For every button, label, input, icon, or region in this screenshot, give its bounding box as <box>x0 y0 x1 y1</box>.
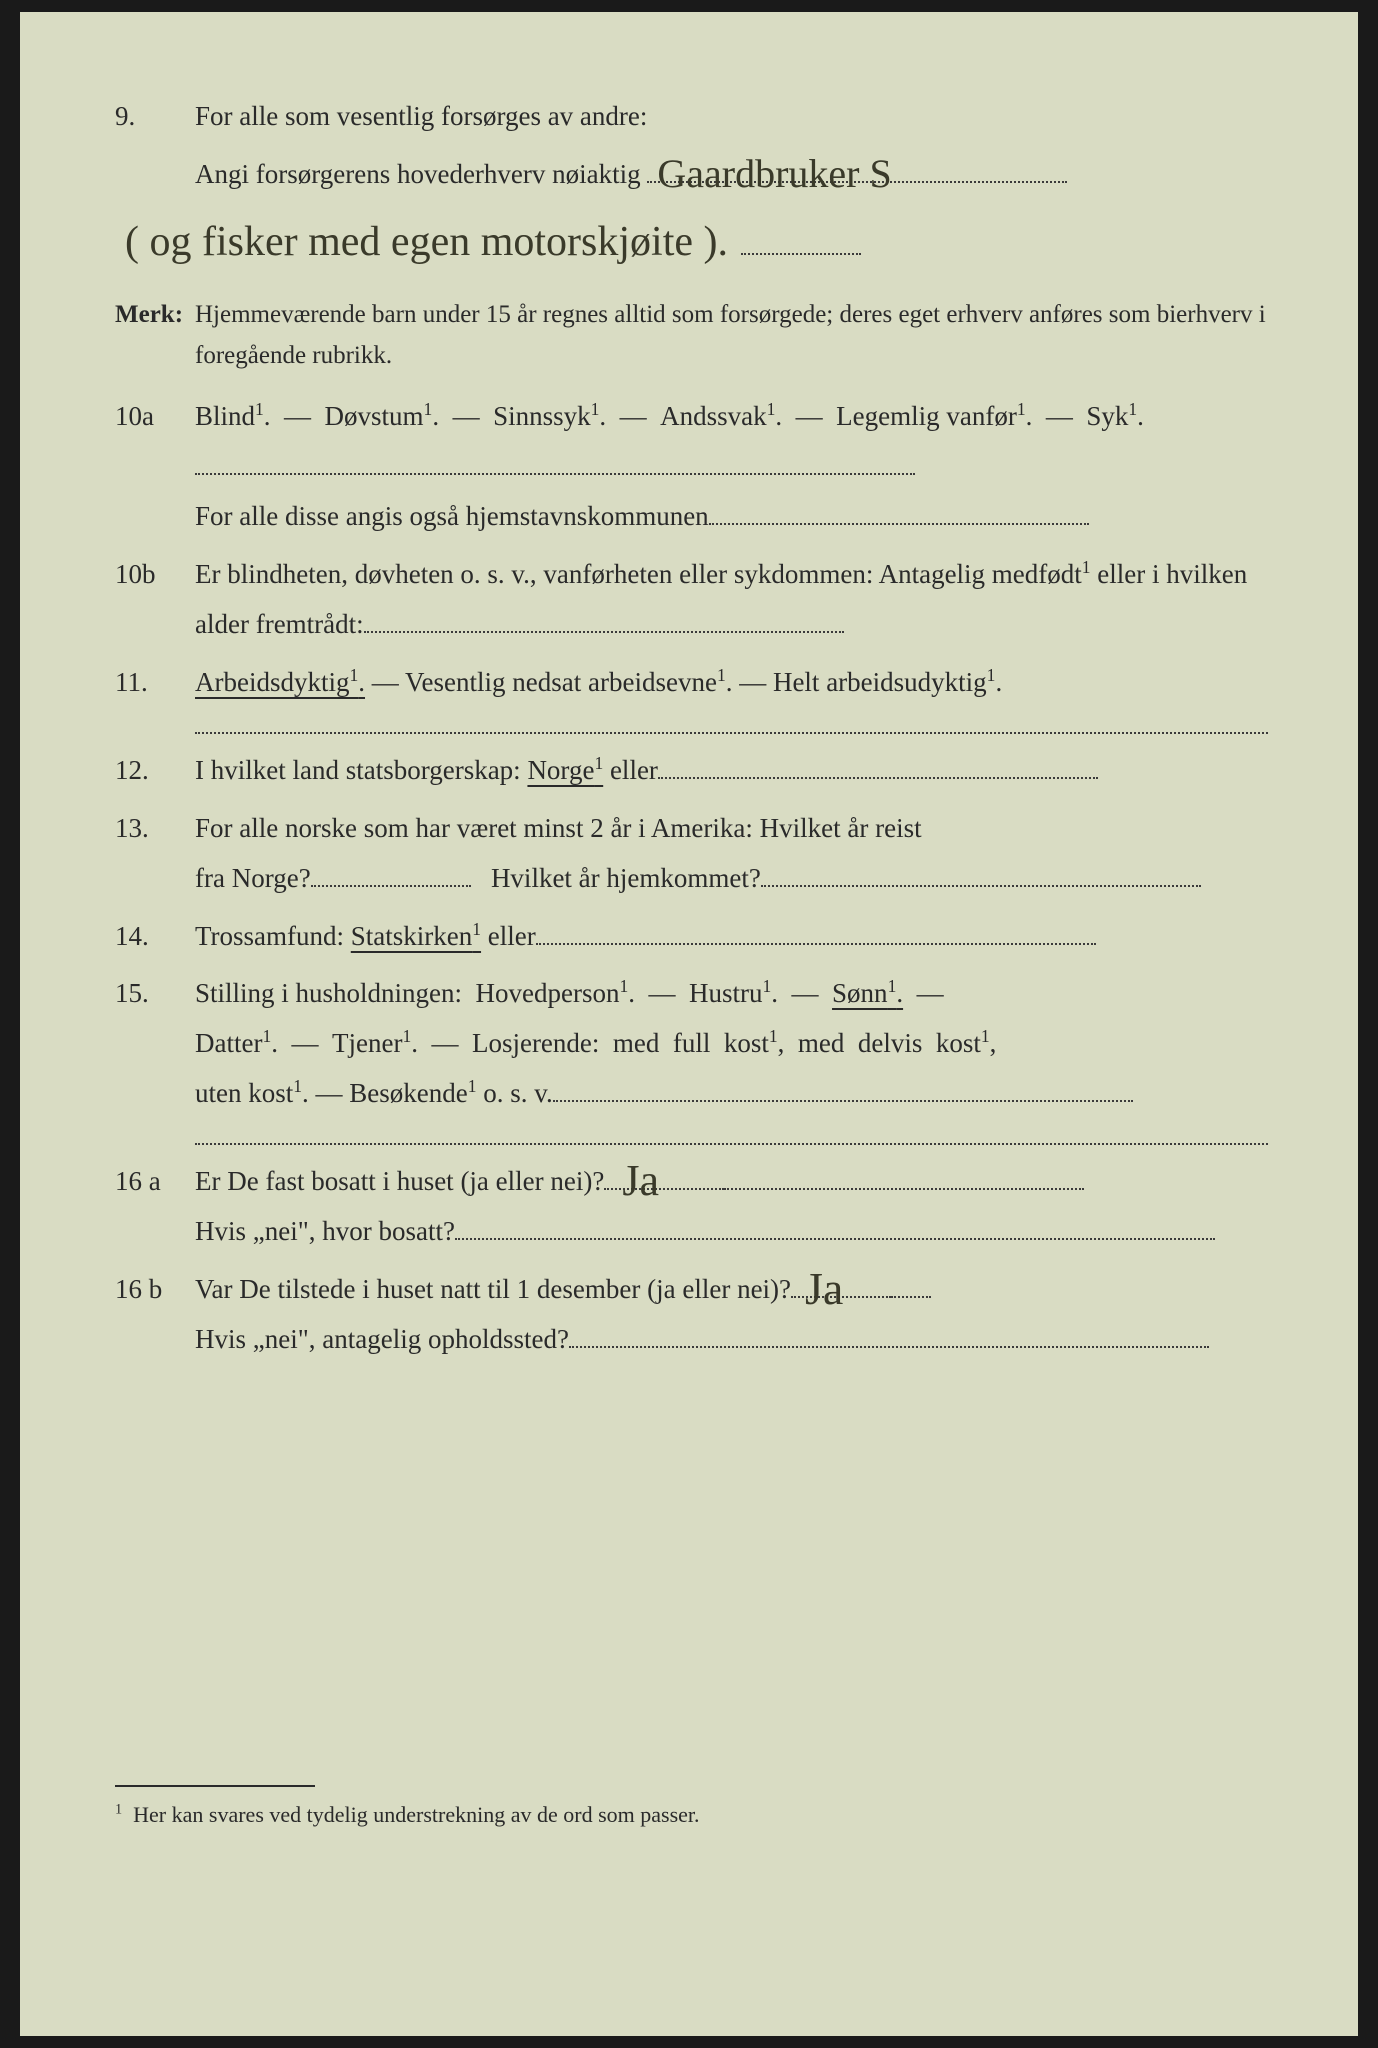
merk-label: Merk: <box>115 292 195 338</box>
q12-body: I hvilket land statsborgerskap: Norge1 e… <box>195 746 1268 796</box>
merk-text: Hjemmeværende barn under 15 år regnes al… <box>195 294 1268 377</box>
q14-body: Trossamfund: Statskirken1 eller <box>195 912 1268 962</box>
q16b-line2: Hvis „nei", antagelig opholdssted? <box>195 1324 569 1354</box>
q11-number: 11. <box>115 658 195 708</box>
q9-row3: ( og fisker med egen motorskjøite ). <box>115 204 1268 282</box>
q11-rest: — Vesentlig nedsat arbeidsevne1. — Helt … <box>372 667 1002 697</box>
divider-line-2 <box>195 1143 1268 1145</box>
q10a-options: Blind1. — Døvstum1. — Sinnssyk1. — Andss… <box>195 401 1144 431</box>
q14-label: Trossamfund: <box>195 921 351 951</box>
q16b-number: 16 b <box>115 1265 195 1315</box>
q11-body: Arbeidsdyktig1. — Vesentlig nedsat arbei… <box>195 658 1268 708</box>
q9-line1: For alle som vesentlig forsørges av andr… <box>195 92 1268 142</box>
q9-line2-label: Angi forsørgerens hovederhverv nøiaktig <box>195 159 641 189</box>
q15-row: 15. Stilling i husholdningen: Hovedperso… <box>115 969 1268 1119</box>
q12-rest: eller <box>610 755 658 785</box>
q16a-q: Er De fast bosatt i huset (ja eller nei)… <box>195 1166 604 1196</box>
q14-rest: eller <box>488 921 536 951</box>
footnote-rule <box>115 1785 315 1787</box>
q15-line3: uten kost1. — Besøkende1 o. s. v. <box>195 1078 553 1108</box>
q16a-body: Er De fast bosatt i huset (ja eller nei)… <box>195 1157 1268 1257</box>
q15-line1-end: — <box>903 978 944 1008</box>
q16a-row: 16 a Er De fast bosatt i huset (ja eller… <box>115 1157 1268 1257</box>
q10a-line2: For alle disse angis også hjemstavnskomm… <box>195 501 709 531</box>
q13-line2a: fra Norge? <box>195 863 311 893</box>
q15-sonn: Sønn1. <box>832 978 903 1008</box>
q14-row: 14. Trossamfund: Statskirken1 eller <box>115 912 1268 962</box>
q10a-number: 10a <box>115 392 195 442</box>
divider-line <box>195 732 1268 734</box>
q16a-number: 16 a <box>115 1157 195 1207</box>
q15-line1: Stilling i husholdningen: Hovedperson1. … <box>195 978 832 1008</box>
document-page: 9. For alle som vesentlig forsørges av a… <box>20 12 1358 2036</box>
q10b-number: 10b <box>115 550 195 600</box>
q15-body: Stilling i husholdningen: Hovedperson1. … <box>195 969 1268 1119</box>
q11-row: 11. Arbeidsdyktig1. — Vesentlig nedsat a… <box>115 658 1268 708</box>
q16b-row: 16 b Var De tilstede i huset natt til 1 … <box>115 1265 1268 1365</box>
q14-opt: Statskirken1 <box>351 921 481 951</box>
q12-opt: Norge1 <box>527 755 603 785</box>
q15-line2: Datter1. — Tjener1. — Losjerende: med fu… <box>195 1028 996 1058</box>
q9-line2: Angi forsørgerens hovederhverv nøiaktig … <box>195 150 1268 200</box>
q12-label: I hvilket land statsborgerskap: <box>195 755 527 785</box>
q15-number: 15. <box>115 969 195 1019</box>
q16b-body: Var De tilstede i huset natt til 1 desem… <box>195 1265 1268 1365</box>
q12-number: 12. <box>115 746 195 796</box>
q13-body: For alle norske som har været minst 2 år… <box>195 804 1268 904</box>
q14-number: 14. <box>115 912 195 962</box>
q10a-body: Blind1. — Døvstum1. — Sinnssyk1. — Andss… <box>195 392 1268 542</box>
q9-row1: 9. For alle som vesentlig forsørges av a… <box>115 92 1268 142</box>
merk-row: Merk: Hjemmeværende barn under 15 år reg… <box>115 292 1268 377</box>
q9-number: 9. <box>115 92 195 142</box>
q9-handwritten-value: Gaardbruker S <box>657 137 891 211</box>
q12-row: 12. I hvilket land statsborgerskap: Norg… <box>115 746 1268 796</box>
q10b-row: 10b Er blindheten, døvheten o. s. v., va… <box>115 550 1268 650</box>
footnote-marker: 1 <box>115 1802 122 1818</box>
q9-handwritten-line2: ( og fisker med egen motorskjøite ). <box>125 219 728 265</box>
q16b-q: Var De tilstede i huset natt til 1 desem… <box>195 1274 791 1304</box>
q13-row: 13. For alle norske som har været minst … <box>115 804 1268 904</box>
q9-fill: Gaardbruker S <box>647 151 1067 183</box>
q9-row2: Angi forsørgerens hovederhverv nøiaktig … <box>115 150 1268 200</box>
q10b-body: Er blindheten, døvheten o. s. v., vanfør… <box>195 550 1268 650</box>
q13-number: 13. <box>115 804 195 854</box>
q13-line1: For alle norske som har været minst 2 år… <box>195 813 922 843</box>
footnote: 1 Her kan svares ved tydelig understrekn… <box>115 1795 1268 1836</box>
q13-line2b: Hvilket år hjemkommet? <box>491 863 761 893</box>
q11-opt1: Arbeidsdyktig1. <box>195 667 365 697</box>
footnote-text: Her kan svares ved tydelig understreknin… <box>133 1802 699 1827</box>
q16a-line2: Hvis „nei", hvor bosatt? <box>195 1216 455 1246</box>
q10a-row: 10a Blind1. — Døvstum1. — Sinnssyk1. — A… <box>115 392 1268 542</box>
